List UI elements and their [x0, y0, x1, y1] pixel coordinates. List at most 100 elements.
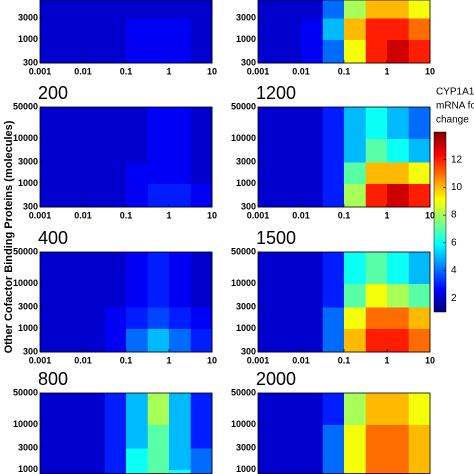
- x-tick-label: 0.01: [292, 355, 310, 365]
- heatmap-cell: [40, 0, 63, 19]
- heatmap-cell: [322, 161, 345, 184]
- heatmap-cell: [190, 39, 213, 64]
- heatmap-cell: [104, 252, 127, 284]
- heatmap-cell: [365, 252, 388, 284]
- panel-title: 800: [38, 369, 68, 389]
- panel-title: 2000: [256, 369, 296, 389]
- heatmap-cell: [126, 138, 149, 163]
- heatmap-cell: [279, 17, 302, 40]
- heatmap-cell: [408, 138, 431, 163]
- heatmap-cell: [322, 393, 345, 425]
- heatmap-cell: [126, 0, 149, 19]
- panel-title: 200: [38, 83, 68, 103]
- heatmap-cell: [126, 447, 149, 470]
- heatmap-cell: [365, 469, 388, 474]
- heatmap-cell: [387, 328, 410, 353]
- heatmap-cell: [301, 447, 324, 470]
- heatmap-cell: [83, 0, 106, 19]
- x-tick-label: 1: [384, 66, 389, 76]
- y-tick-label: 10000: [231, 133, 256, 143]
- heatmap-cell: [104, 17, 127, 40]
- x-tick-label: 0.001: [29, 210, 52, 220]
- y-tick-label: 10000: [231, 419, 256, 429]
- y-tick-label: 300: [23, 346, 38, 356]
- y-tick-label: 1000: [18, 34, 38, 44]
- heatmap-cell: [344, 39, 367, 64]
- heatmap-cell: [344, 283, 367, 308]
- heatmap-cell: [344, 447, 367, 470]
- y-tick-label: 3000: [236, 442, 256, 452]
- heatmap-cell: [169, 0, 192, 19]
- heatmap-cell: [408, 393, 431, 425]
- heatmap-cell: [190, 138, 213, 163]
- heatmap-cell: [190, 447, 213, 470]
- heatmap-cell: [279, 183, 302, 208]
- heatmap-cell: [104, 306, 127, 329]
- heatmap-cell: [40, 17, 63, 40]
- heatmap-cell: [322, 138, 345, 163]
- heatmap-cell: [61, 107, 84, 139]
- x-tick-label: 0.1: [120, 210, 133, 220]
- heatmap-cell: [344, 17, 367, 40]
- heatmap-cell: [279, 469, 302, 474]
- x-tick-label: 0.001: [29, 66, 52, 76]
- heatmap-cell: [126, 424, 149, 449]
- heatmap-cell: [40, 252, 63, 284]
- heatmap-cell: [387, 306, 410, 329]
- heatmap-cell: [147, 39, 170, 64]
- heatmap-cell: [83, 39, 106, 64]
- colorbar-label: change: [436, 115, 469, 126]
- heatmap-cell: [344, 0, 367, 19]
- heatmap-cell: [322, 424, 345, 449]
- colorbar-label: CYP1A1: [436, 87, 474, 98]
- heatmap-cell: [40, 447, 63, 470]
- y-tick-label: 1000: [18, 178, 38, 188]
- heatmap-cell: [61, 138, 84, 163]
- heatmap-cell: [40, 39, 63, 64]
- heatmap-cell: [83, 424, 106, 449]
- heatmap-cell: [301, 17, 324, 40]
- heatmap-cell: [61, 161, 84, 184]
- y-tick-label: 300: [23, 57, 38, 67]
- heatmap-cell: [104, 469, 127, 474]
- heatmap-cell: [408, 328, 431, 353]
- heatmap-cell: [258, 283, 281, 308]
- x-tick-label: 10: [425, 66, 435, 76]
- heatmap-cell: [190, 469, 213, 474]
- x-tick-label: 0.1: [120, 66, 133, 76]
- y-tick-label: 50000: [13, 387, 38, 397]
- heatmap-cell: [40, 161, 63, 184]
- x-tick-label: 0.1: [338, 210, 351, 220]
- colorbar-tick-label: 2: [451, 293, 457, 304]
- heatmap-cell: [61, 252, 84, 284]
- y-tick-label: 3000: [18, 301, 38, 311]
- heatmap-cell: [190, 283, 213, 308]
- heatmap-cell: [344, 328, 367, 353]
- heatmap-cell: [365, 447, 388, 470]
- colorbar-tick-label: 8: [451, 210, 457, 221]
- heatmap-cell: [61, 183, 84, 208]
- heatmap-cell: [279, 138, 302, 163]
- heatmap-cell: [387, 161, 410, 184]
- heatmap-cell: [387, 393, 410, 425]
- heatmap-cell: [258, 138, 281, 163]
- heatmap-cell: [169, 107, 192, 139]
- heatmap-cell: [408, 107, 431, 139]
- y-tick-label: 1000: [236, 34, 256, 44]
- heatmap-cell: [322, 283, 345, 308]
- heatmap-cell: [279, 328, 302, 353]
- heatmap-cell: [301, 0, 324, 19]
- y-tick-label: 300: [241, 57, 256, 67]
- heatmap-cell: [365, 328, 388, 353]
- heatmap-cell: [169, 306, 192, 329]
- heatmap-cell: [365, 306, 388, 329]
- panel-title: 1200: [256, 83, 296, 103]
- heatmap-cell: [147, 252, 170, 284]
- heatmap-cell: [322, 306, 345, 329]
- heatmap-cell: [322, 39, 345, 64]
- heatmap-cell: [301, 39, 324, 64]
- heatmap-cell: [344, 107, 367, 139]
- heatmap-cell: [408, 161, 431, 184]
- heatmap-cell: [190, 183, 213, 208]
- heatmap-cell: [344, 161, 367, 184]
